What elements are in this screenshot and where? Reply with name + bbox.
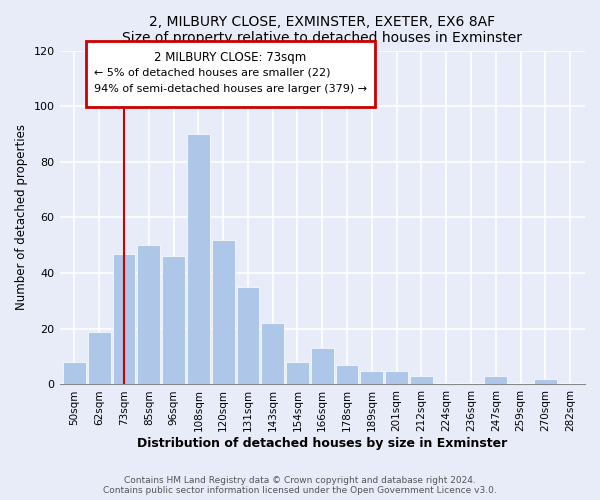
Bar	[286, 362, 309, 384]
Bar	[385, 370, 408, 384]
Bar	[484, 376, 507, 384]
Bar	[410, 376, 433, 384]
Bar	[113, 254, 136, 384]
Text: 2 MILBURY CLOSE: 73sqm: 2 MILBURY CLOSE: 73sqm	[154, 50, 307, 64]
Y-axis label: Number of detached properties: Number of detached properties	[15, 124, 28, 310]
Text: 94% of semi-detached houses are larger (379) →: 94% of semi-detached houses are larger (…	[94, 84, 367, 94]
Title: 2, MILBURY CLOSE, EXMINSTER, EXETER, EX6 8AF
Size of property relative to detach: 2, MILBURY CLOSE, EXMINSTER, EXETER, EX6…	[122, 15, 522, 45]
FancyBboxPatch shape	[86, 40, 375, 108]
Bar	[236, 287, 259, 384]
Bar	[88, 332, 110, 384]
Bar	[162, 256, 185, 384]
Text: Contains HM Land Registry data © Crown copyright and database right 2024.
Contai: Contains HM Land Registry data © Crown c…	[103, 476, 497, 495]
X-axis label: Distribution of detached houses by size in Exminster: Distribution of detached houses by size …	[137, 437, 508, 450]
Bar	[361, 370, 383, 384]
Bar	[137, 246, 160, 384]
Bar	[261, 323, 284, 384]
Bar	[212, 240, 235, 384]
Text: ← 5% of detached houses are smaller (22): ← 5% of detached houses are smaller (22)	[94, 67, 330, 77]
Bar	[187, 134, 210, 384]
Bar	[311, 348, 334, 384]
Bar	[534, 379, 557, 384]
Bar	[63, 362, 86, 384]
Bar	[335, 365, 358, 384]
